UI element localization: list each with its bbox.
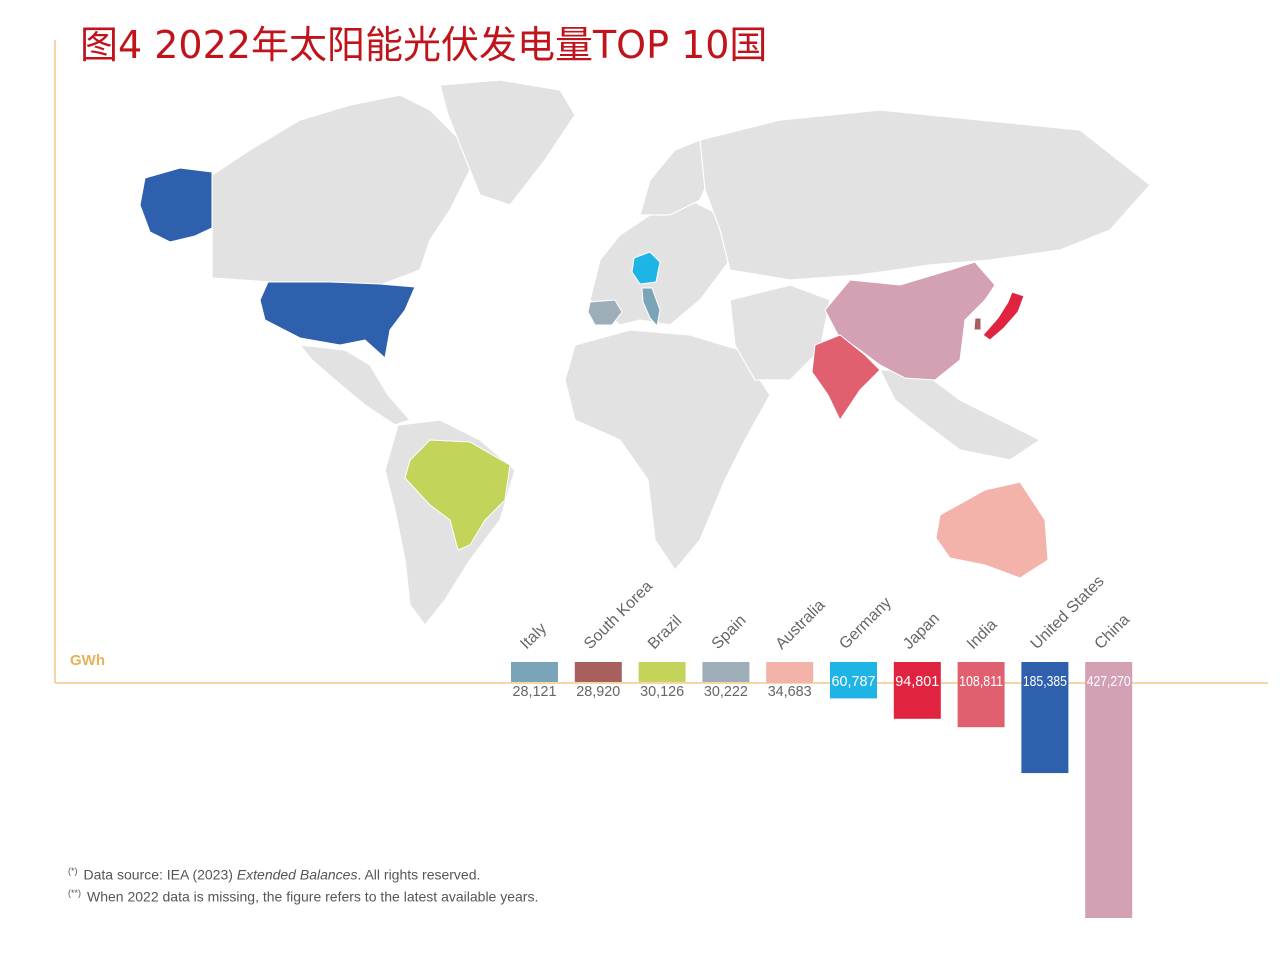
footnote-missing-data: (**) When 2022 data is missing, the figur…: [68, 888, 538, 905]
highlighted-countries: [139, 167, 1049, 579]
value-label-italy: 28,121: [513, 683, 557, 700]
bar-japan: [893, 662, 941, 719]
category-label-germany: Germany: [836, 594, 895, 653]
map-russia: [699, 109, 1151, 281]
map-australia: [935, 481, 1049, 579]
category-label-india: India: [964, 616, 1001, 653]
map-se-asia: [879, 369, 1042, 461]
unit-label: GWh: [70, 652, 105, 669]
footnote-source-pre: Data source: IEA (2023): [83, 866, 237, 883]
map-brazil: [404, 439, 511, 551]
bar-india: [957, 662, 1005, 728]
map-canada: [211, 94, 471, 286]
map-middle-east: [729, 284, 831, 381]
value-label-china: 427,270: [1087, 673, 1131, 690]
map-japan: [982, 291, 1025, 341]
map-south-korea: [973, 317, 982, 331]
bar-south-korea: [574, 662, 622, 682]
bar-china: [1085, 662, 1133, 918]
bar-united-states: [1021, 662, 1069, 774]
bar-spain: [702, 662, 750, 682]
map-india: [811, 334, 881, 422]
footnote-missing-text: When 2022 data is missing, the figure re…: [87, 888, 539, 905]
value-label-india: 108,811: [959, 673, 1003, 690]
footnote-mark-2: (**): [68, 888, 81, 898]
footnote-mark-1: (*): [68, 866, 78, 876]
value-label-south-korea: 28,920: [576, 683, 620, 700]
bar-germany: [830, 662, 877, 699]
bar-brazil: [638, 662, 686, 682]
value-label-brazil: 30,126: [640, 683, 684, 700]
category-label-italy: Italy: [517, 620, 550, 653]
value-label-united-states: 185,385: [1023, 673, 1067, 690]
map-germany: [631, 251, 661, 285]
value-label-germany: 60,787: [832, 673, 876, 690]
category-label-china: China: [1092, 611, 1134, 653]
footnote-source-em: Extended Balances: [236, 866, 358, 883]
value-label-japan: 94,801: [895, 673, 939, 690]
footnote-source-post: . All rights reserved.: [357, 866, 481, 883]
category-label-japan: Japan: [900, 610, 943, 653]
category-label-australia: Australia: [773, 597, 829, 653]
map-italy: [641, 287, 661, 328]
map-usa: [259, 281, 416, 359]
category-label-spain: Spain: [709, 612, 750, 653]
chart-title: 图4 2022年太阳能光伏发电量TOP 10国: [80, 23, 768, 67]
map-mexico: [298, 344, 412, 426]
map-greenland: [439, 79, 576, 206]
bar-italy: [511, 662, 558, 682]
value-label-australia: 34,683: [768, 683, 812, 700]
map-spain: [587, 299, 623, 326]
map-china: [824, 261, 996, 381]
bar-australia: [766, 662, 814, 683]
map-alaska: [139, 167, 213, 243]
footnote-source: (*) Data source: IEA (2023) Extended Bala…: [68, 866, 480, 883]
category-label-brazil: Brazil: [645, 613, 685, 653]
map-africa: [564, 329, 771, 572]
value-label-spain: 30,222: [704, 683, 748, 700]
